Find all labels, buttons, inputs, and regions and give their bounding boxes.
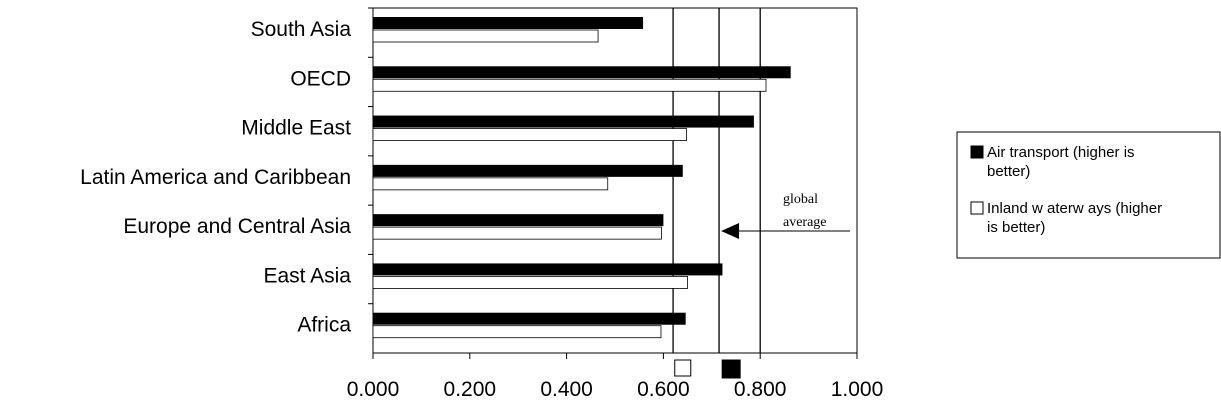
bar-air-transport [373,164,683,177]
legend-label-line2: is better) [987,219,1045,236]
x-tick-label: 0.200 [444,378,497,401]
x-tick-label: 0.400 [540,378,593,401]
bar-inland-waterways [372,128,688,141]
legend-label-line1: Air transport (higher is [987,144,1135,161]
legend-swatch-inland-waterways [970,201,984,215]
category-label: Africa [297,314,351,337]
legend-label-line2: better) [987,163,1030,180]
legend-label-line1: Inland w aterw ays (higher [987,200,1162,217]
legend-box [956,131,1221,259]
average-marker-inland-waterways [674,359,692,377]
category-label: South Asia [251,18,352,41]
bar-inland-waterways [372,276,689,289]
plot-area: South Asia OECD Middle East Latin America a… [80,7,884,401]
global-average-label-line1: global [783,192,818,207]
category-label: Europe and Central Asia [123,215,351,238]
bar-air-transport [373,214,664,227]
bar-inland-waterways [372,29,599,43]
legend-swatch-air-transport [970,145,984,159]
x-tick-label: 1.000 [831,378,884,401]
global-average-label-line2: average [783,215,827,230]
bar-air-transport [373,66,791,79]
bar-air-transport [373,263,723,276]
category-label: OECD [290,67,351,90]
category-label: Middle East [241,117,351,140]
x-tick-label: 0.800 [734,378,787,401]
bar-inland-waterways [372,78,767,92]
category-label: East Asia [263,264,351,287]
bar-air-transport [373,17,644,29]
category-label: Latin America and Caribbean [80,166,351,189]
bar-inland-waterways [372,325,662,339]
bar-air-transport [373,115,754,128]
arrow-icon [721,223,740,239]
bar-inland-waterways [372,226,662,240]
bar-air-transport [373,312,686,325]
x-tick-label: 0.600 [637,378,690,401]
x-tick-label: 0.000 [347,378,400,401]
average-marker-air-transport [721,359,741,379]
legend: Air transport (higher is better) Inland w … [956,131,1221,259]
bar-inland-waterways [372,177,609,191]
